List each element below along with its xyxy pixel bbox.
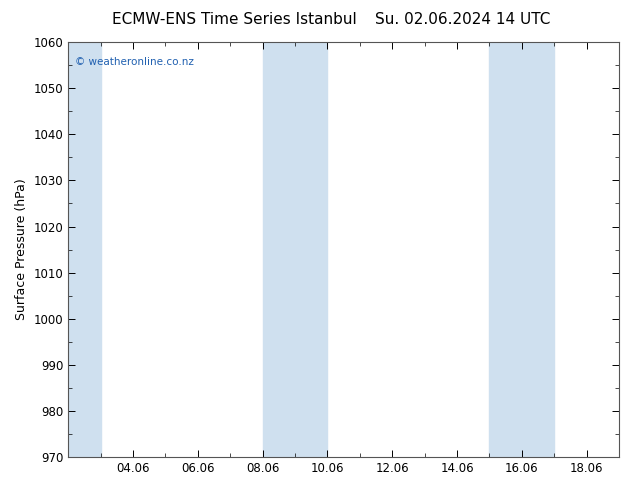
Bar — [489, 42, 522, 457]
Text: © weatheronline.co.nz: © weatheronline.co.nz — [75, 56, 193, 67]
Text: ECMW-ENS Time Series Istanbul: ECMW-ENS Time Series Istanbul — [112, 12, 357, 27]
Y-axis label: Surface Pressure (hPa): Surface Pressure (hPa) — [15, 179, 28, 320]
Bar — [522, 42, 554, 457]
Text: Su. 02.06.2024 14 UTC: Su. 02.06.2024 14 UTC — [375, 12, 550, 27]
Bar — [262, 42, 295, 457]
Bar — [68, 42, 101, 457]
Bar — [295, 42, 327, 457]
